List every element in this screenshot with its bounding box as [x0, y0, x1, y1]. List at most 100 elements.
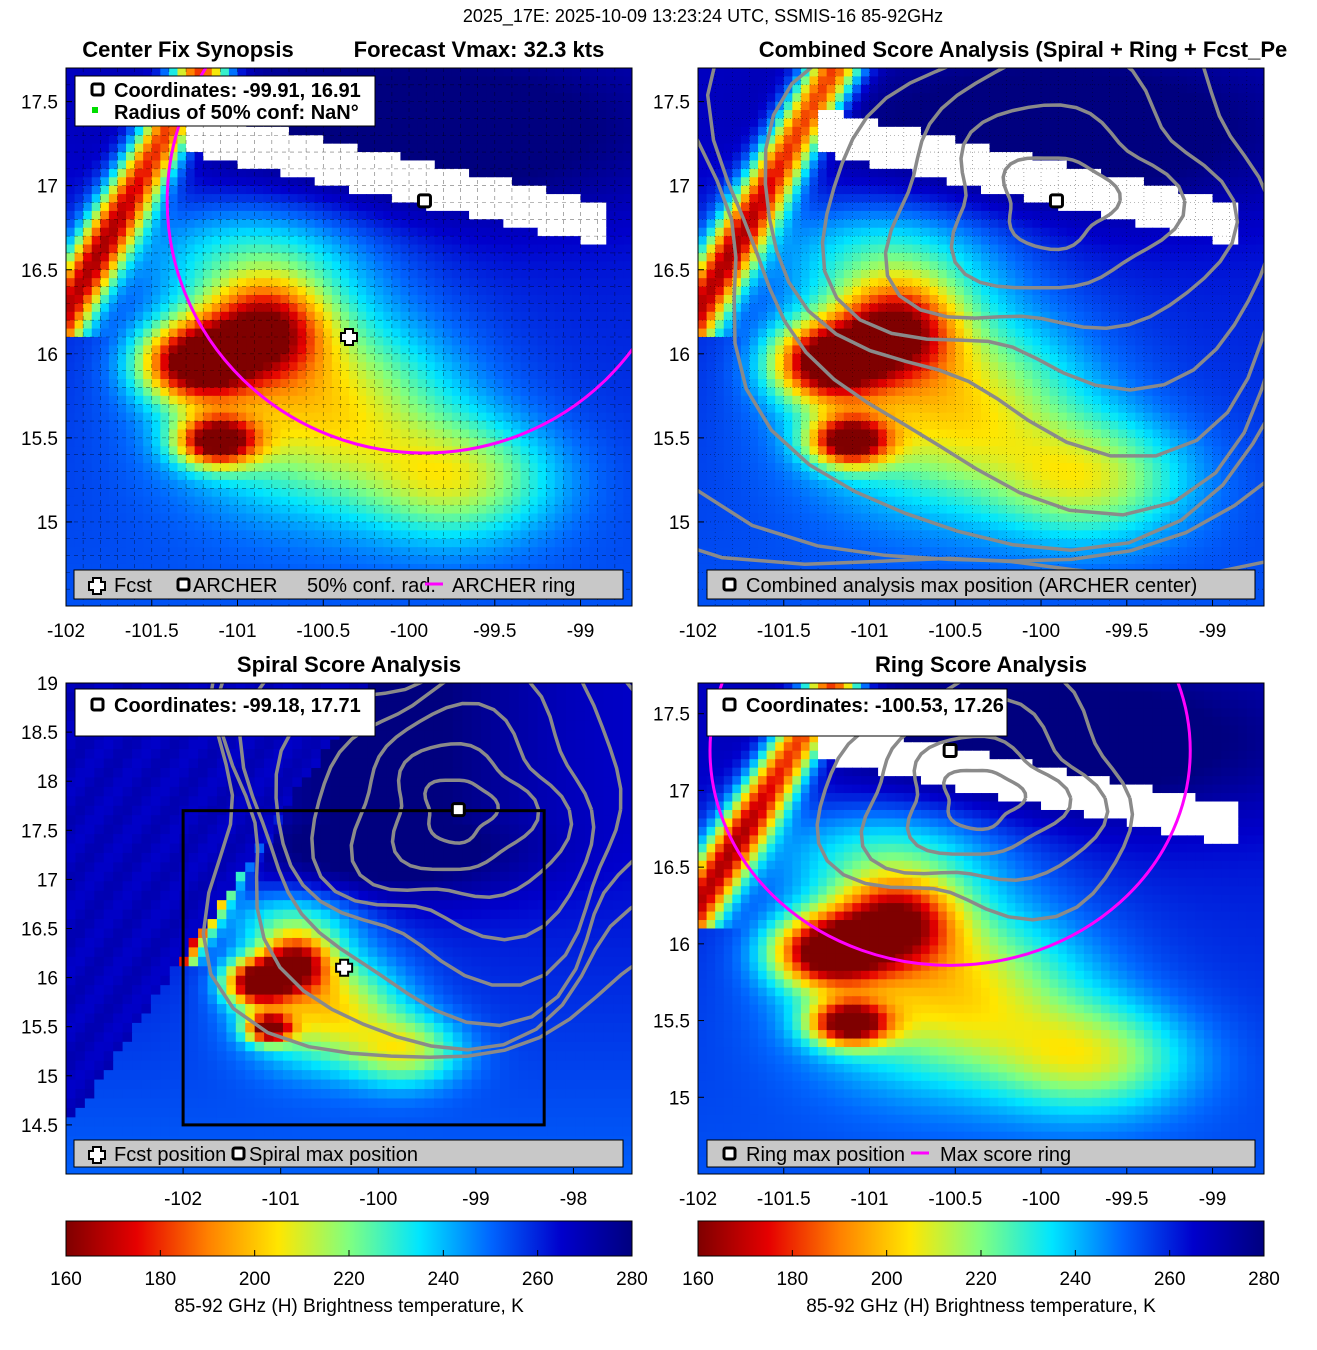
heatmap-cell	[563, 252, 573, 262]
heatmap-cell	[520, 177, 530, 187]
heatmap-cell	[766, 76, 776, 86]
heatmap-cell	[597, 219, 607, 229]
heatmap-cell	[383, 269, 393, 279]
heatmap-cell	[134, 68, 144, 78]
heatmap-cell	[503, 236, 513, 246]
heatmap-cell	[126, 353, 136, 363]
heatmap-cell	[723, 68, 733, 78]
heatmap-cell	[186, 387, 196, 397]
heatmap-cell	[228, 496, 239, 506]
heatmap-cell	[1118, 118, 1128, 128]
heatmap-cell	[280, 412, 290, 422]
heatmap-cell	[254, 168, 264, 178]
heatmap-cell	[520, 547, 530, 557]
heatmap-cell	[357, 337, 367, 347]
heatmap-cell	[529, 404, 539, 414]
info-coordinates: Coordinates: -99.91, 16.91	[114, 80, 361, 102]
heatmap-cell	[391, 353, 402, 363]
heatmap-cell	[374, 463, 384, 473]
heatmap-cell	[606, 261, 616, 271]
heatmap-cell	[186, 177, 196, 187]
heatmap-cell	[108, 563, 119, 573]
heatmap-cell	[168, 412, 179, 422]
heatmap-cell	[203, 412, 213, 422]
heatmap-cell	[237, 446, 247, 456]
heatmap-cell	[580, 84, 590, 94]
heatmap-cell	[494, 370, 504, 380]
heatmap-cell	[486, 110, 496, 120]
heatmap-cell	[434, 387, 444, 397]
heatmap-cell	[246, 244, 256, 254]
heatmap-cell	[597, 521, 607, 531]
heatmap-cell	[554, 471, 564, 481]
heatmap-cell	[349, 404, 359, 414]
heatmap-cell	[597, 362, 607, 372]
heatmap-cell	[143, 379, 153, 389]
heatmap-cell	[349, 311, 359, 321]
heatmap-cell	[451, 303, 462, 313]
heatmap-cell	[194, 194, 204, 204]
heatmap-cell	[143, 328, 153, 338]
heatmap-cell	[623, 294, 632, 304]
heatmap-cell	[297, 337, 307, 347]
heatmap-cell	[520, 353, 530, 363]
heatmap-cell	[246, 135, 256, 145]
heatmap-cell	[220, 479, 230, 489]
heatmap-cell	[340, 202, 350, 212]
heatmap-cell	[740, 126, 751, 136]
heatmap-cell	[417, 387, 427, 397]
heatmap-cell	[228, 404, 239, 414]
heatmap-cell	[280, 135, 290, 145]
heatmap-cell	[271, 379, 281, 389]
heatmap-cell	[792, 93, 802, 103]
heatmap-cell	[203, 135, 213, 145]
heatmap-cell	[818, 84, 828, 94]
heatmap-cell	[203, 320, 213, 330]
heatmap-cell	[537, 395, 547, 405]
heatmap-cell	[938, 126, 948, 136]
heatmap-cell	[288, 286, 299, 296]
heatmap-cell	[160, 479, 170, 489]
heatmap-cell	[529, 143, 539, 153]
heatmap-cell	[246, 597, 256, 606]
heatmap-cell	[203, 538, 213, 548]
heatmap-cell	[203, 177, 213, 187]
heatmap-cell	[554, 454, 564, 464]
heatmap-cell	[623, 471, 632, 481]
heatmap-cell	[306, 320, 316, 330]
heatmap-cell	[1203, 101, 1214, 111]
heatmap-cell	[417, 236, 427, 246]
heatmap-cell	[186, 320, 196, 330]
heatmap-cell	[563, 303, 573, 313]
heatmap-cell	[151, 194, 161, 204]
heatmap-cell	[340, 236, 350, 246]
heatmap-cell	[220, 303, 230, 313]
heatmap-cell	[203, 160, 213, 170]
heatmap-cell	[246, 446, 256, 456]
heatmap-cell	[981, 118, 991, 128]
heatmap-cell	[1126, 135, 1136, 145]
heatmap-cell	[554, 160, 564, 170]
heatmap-cell	[83, 236, 93, 246]
heatmap-cell	[271, 328, 281, 338]
heatmap-cell	[246, 412, 256, 422]
heatmap-cell	[297, 387, 307, 397]
heatmap-cell	[511, 345, 522, 355]
heatmap-cell	[589, 463, 599, 473]
heatmap-cell	[203, 303, 213, 313]
heatmap-cell	[520, 496, 530, 506]
heatmap-cell	[520, 160, 530, 170]
heatmap-cell	[503, 496, 513, 506]
heatmap-cell	[477, 513, 487, 523]
heatmap-cell	[417, 101, 427, 111]
heatmap-cell	[563, 93, 573, 103]
heatmap-cell	[108, 345, 119, 355]
heatmap-cell	[246, 496, 256, 506]
heatmap-cell	[554, 547, 564, 557]
heatmap-cell	[614, 84, 625, 94]
heatmap-cell	[434, 513, 444, 523]
panel-center-fix-synopsis: Center Fix Synopsis Forecast Vmax: 32.3 …	[21, 37, 633, 642]
heatmap-cell	[91, 210, 101, 220]
heatmap-cell	[486, 496, 496, 506]
heatmap-cell	[1135, 101, 1145, 111]
